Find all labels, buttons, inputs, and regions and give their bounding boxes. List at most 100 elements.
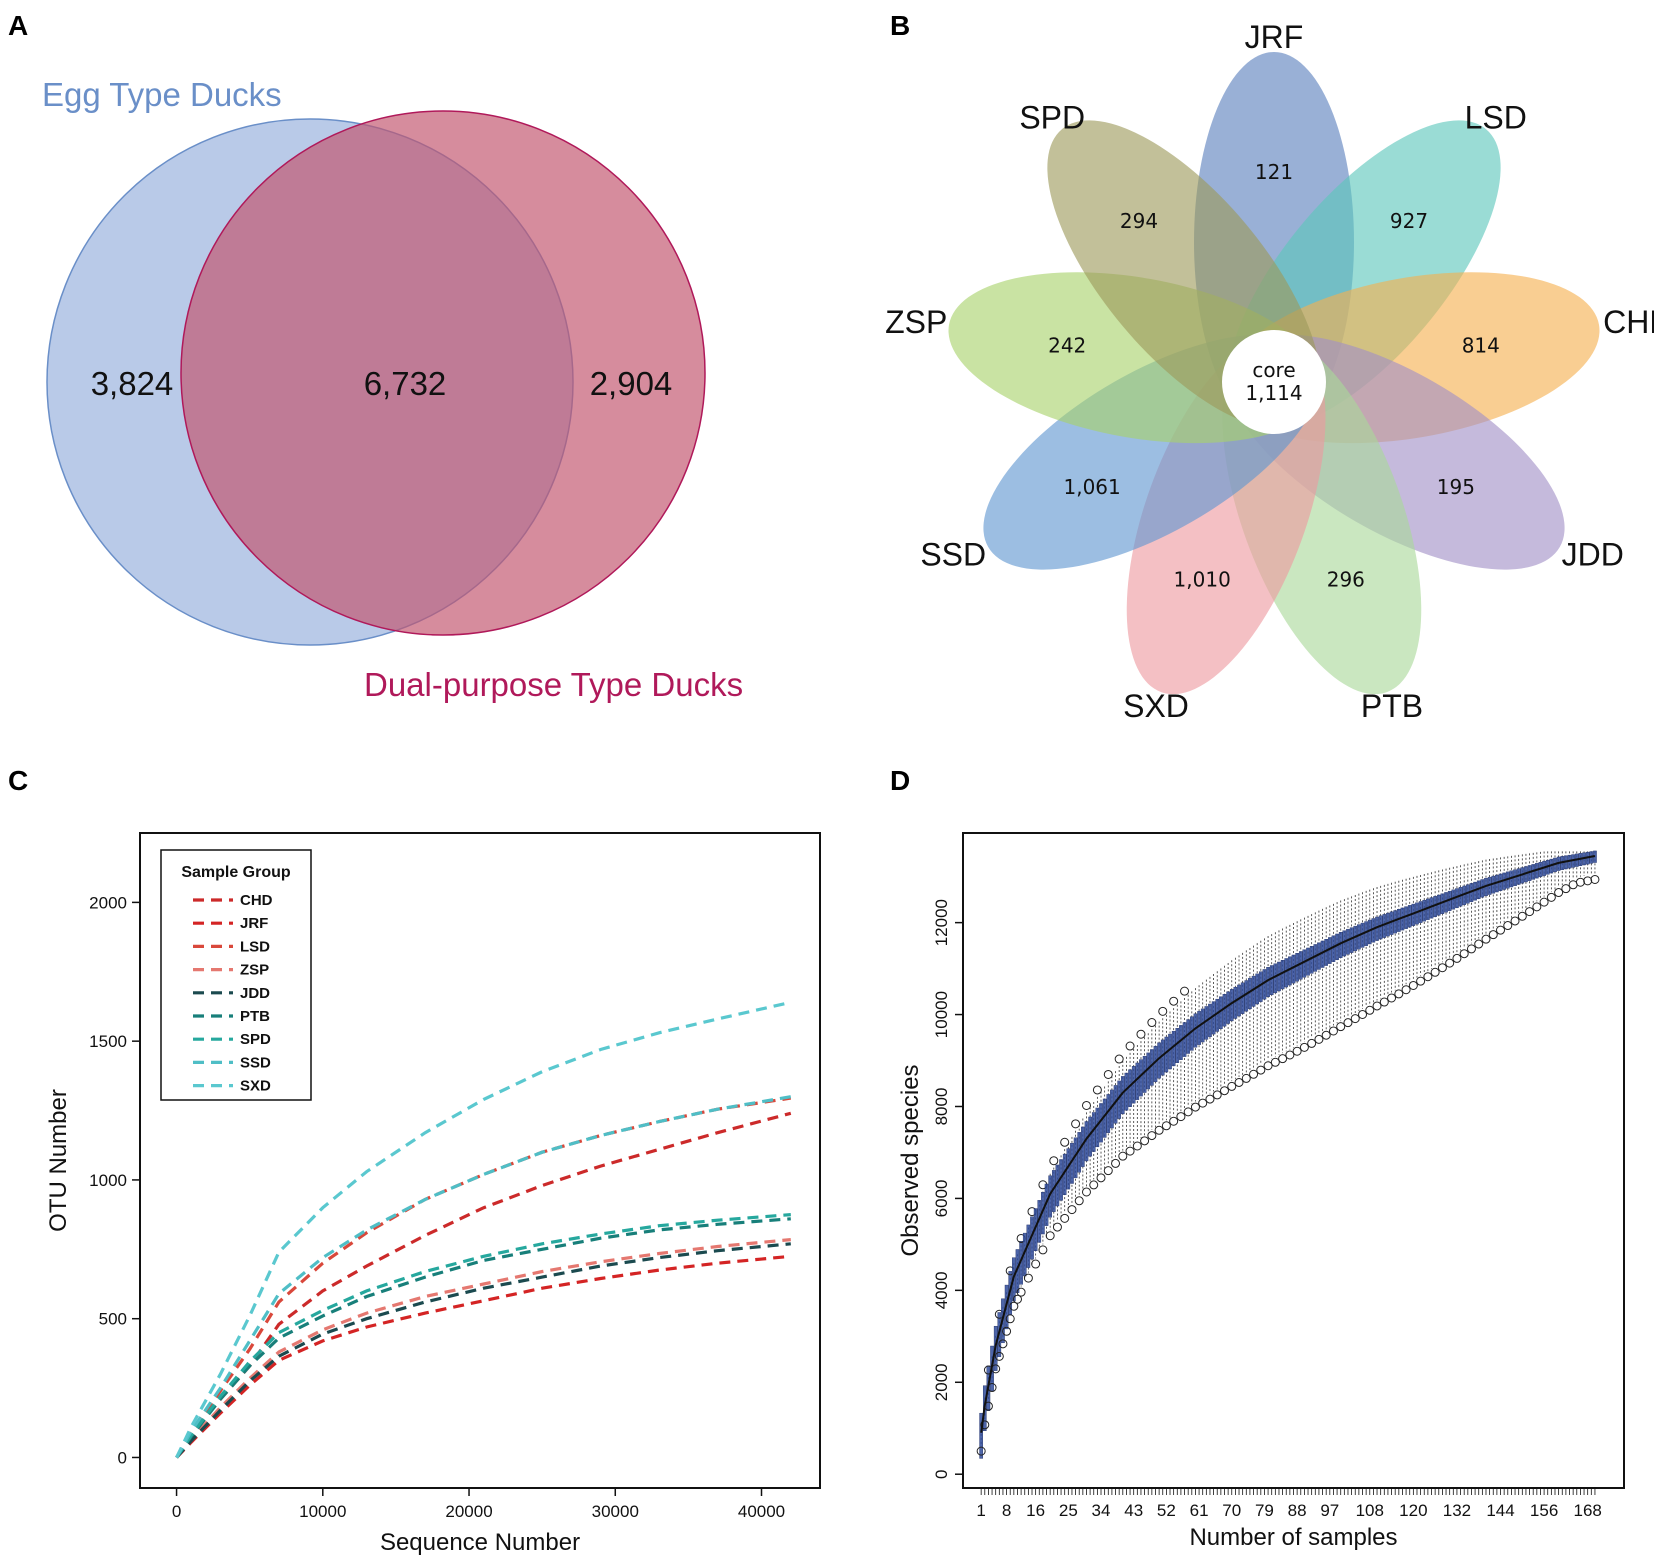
box-90 [1302,949,1307,978]
y-tick-label: 500 [99,1310,127,1329]
outlier-low-82 [1270,1057,1280,1067]
dual-purpose-type-label: Dual-purpose Type Ducks [364,666,743,703]
outlier-low-44 [1132,1141,1142,1151]
x-tick-label: 70 [1222,1501,1241,1520]
outlier-low-118 [1401,985,1411,995]
core-label: core [1252,358,1295,382]
box-85 [1284,958,1289,988]
box-94 [1317,942,1321,970]
outlier-low-38 [1111,1158,1121,1168]
box-108 [1367,919,1372,945]
dual-only-value: 2,904 [590,365,673,402]
box-52 [1164,1036,1169,1073]
outlier-high-48 [1147,1018,1157,1028]
series-line-ptb [175,1217,791,1459]
x-tick-label: 8 [1002,1501,1011,1520]
x-tick-label: 79 [1255,1501,1274,1520]
outlier-low-144 [1496,925,1506,935]
box-87 [1291,954,1296,984]
outlier-low-146 [1503,921,1513,931]
box-66 [1215,998,1220,1032]
rarefaction-chart: 0 10000 20000 30000 40000 0 500 1000 1500 2000 Seq… [45,832,821,1556]
box-57 [1182,1022,1187,1057]
panel-a-label: A [8,10,28,41]
outlier-high-21 [1049,1156,1059,1166]
panel-b: B 121 JRF 927 LSD 814 CHD 195 JDD 296 PTB 1,010 SXD… [885,10,1654,724]
outlier-low-140 [1481,934,1491,944]
outlier-low-108 [1365,1005,1375,1015]
outlier-low-158 [1546,892,1556,902]
box-78 [1259,971,1263,1002]
box-55 [1175,1028,1180,1063]
petal-value-ptb: 296 [1327,567,1365,591]
x-tick-label: 144 [1486,1501,1514,1520]
outlier-low-14 [1023,1273,1033,1283]
box-74 [1244,980,1249,1012]
x-tick-label: 1 [976,1501,985,1520]
outlier-low-48 [1147,1131,1157,1141]
outlier-high-33 [1092,1085,1102,1095]
outlier-low-66 [1212,1090,1222,1100]
outlier-low-154 [1532,902,1542,912]
outlier-low-34 [1096,1173,1106,1183]
box-95 [1320,940,1325,968]
boxplot-group [976,850,1600,1459]
box-89 [1298,951,1303,980]
petal-value-spd: 294 [1120,209,1158,233]
outlier-low-18 [1038,1245,1048,1255]
y-tick-label: 1000 [89,1171,127,1190]
x-tick-label: 88 [1288,1501,1307,1520]
x-tick-label: 0 [172,1502,181,1521]
box-62 [1200,1008,1205,1043]
outlier-low-62 [1198,1098,1208,1108]
petal-value-jrf: 121 [1255,160,1293,184]
outlier-low-114 [1387,993,1397,1003]
x-axis-title: Sequence Number [380,1529,580,1556]
outlier-low-36 [1103,1166,1113,1176]
outlier-low-156 [1539,897,1549,907]
legend-label-ssd: SSD [240,1054,271,1071]
y-tick-label: 10000 [932,991,951,1038]
y-tick-label: 8000 [932,1088,951,1126]
petal-value-lsd: 927 [1390,209,1428,233]
outlier-low-110 [1372,1001,1382,1011]
x-axis-title: Number of samples [1189,1524,1397,1551]
box-86 [1288,956,1292,986]
outlier-low-54 [1169,1116,1179,1126]
y-axis-title: Observed species [897,1064,924,1256]
core-circle [1222,330,1326,434]
x-tick-label: 40000 [738,1502,785,1521]
outlier-low-26 [1067,1205,1077,1215]
panel-d: D 1 8 16 25 34 43 52 61 70 79 88 97 108 120 132 144 156 1… [890,765,1625,1551]
outlier-low-9 [1005,1314,1015,1324]
dual-purpose-type-circle [180,110,706,636]
box-56 [1179,1025,1183,1060]
x-tick-label: 16 [1026,1501,1045,1520]
legend-label-spd: SPD [240,1031,271,1048]
egg-type-label: Egg Type Ducks [42,76,282,113]
box-105 [1357,924,1361,950]
series-line-spd [175,1213,791,1459]
outlier-low-100 [1336,1022,1346,1032]
outlier-low-168 [1583,876,1593,886]
outlier-low-124 [1423,972,1433,982]
outlier-low-72 [1234,1077,1244,1087]
legend-title: Sample Group [181,864,291,881]
box-92 [1309,946,1314,974]
petal-value-jdd: 195 [1437,475,1475,499]
petal-name-lsd: LSD [1465,100,1527,136]
outlier-low-2 [980,1420,990,1430]
series-line-sxd [175,1000,792,1459]
box-102 [1346,928,1350,955]
outlier-low-32 [1089,1180,1099,1190]
box-100 [1338,932,1343,958]
outlier-low-116 [1394,989,1404,999]
outlier-low-78 [1256,1065,1266,1075]
outlier-low-80 [1263,1061,1273,1071]
petal-name-sxd: SXD [1123,688,1189,724]
outlier-low-1 [976,1446,986,1456]
x-tick-label: 43 [1124,1501,1143,1520]
y-tick-label: 12000 [932,899,951,946]
outlier-low-98 [1328,1026,1338,1036]
box-107 [1364,921,1368,946]
